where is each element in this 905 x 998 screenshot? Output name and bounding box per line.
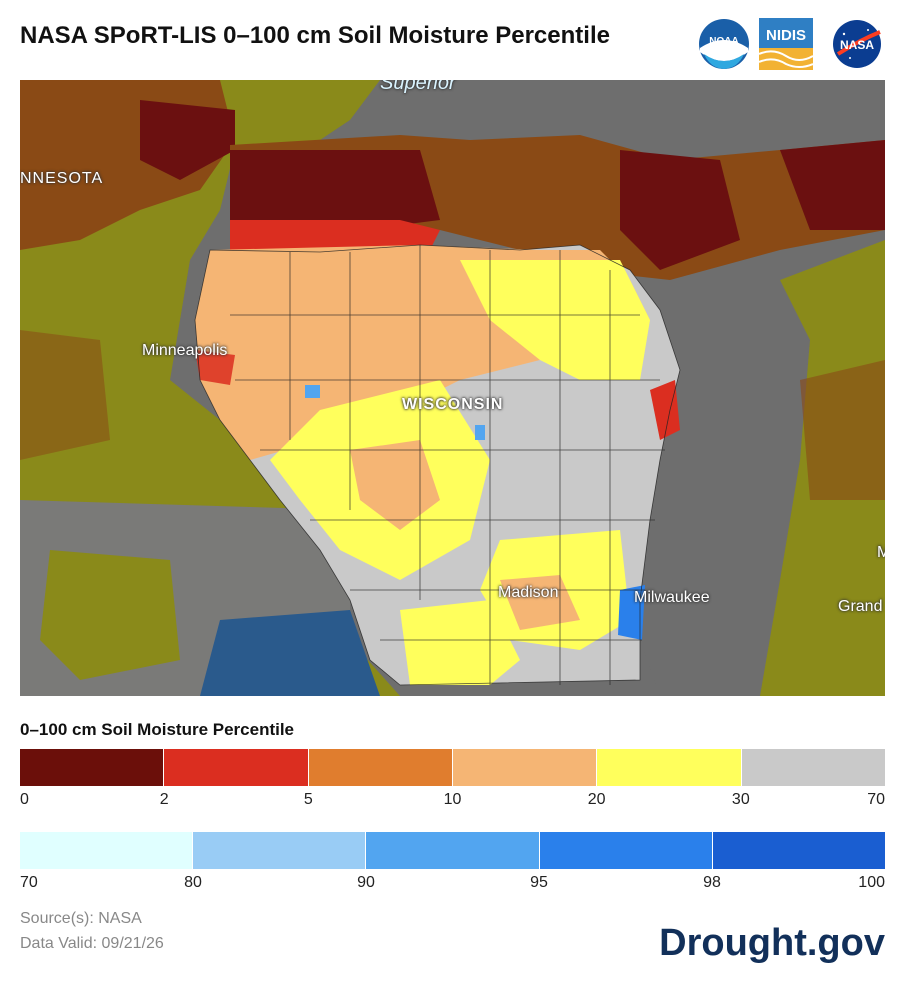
legend-dry-swatch bbox=[20, 749, 165, 786]
northwest-wi-very-dry bbox=[230, 150, 440, 240]
svg-text:NASA: NASA bbox=[840, 38, 874, 52]
noaa-logo: NOAA bbox=[699, 19, 749, 69]
wet-spot-2 bbox=[305, 385, 320, 398]
up-dry-patch bbox=[620, 150, 740, 270]
county-boundaries bbox=[194, 244, 681, 686]
southern-mn-olive bbox=[40, 550, 180, 680]
milwaukee-wet bbox=[618, 585, 645, 640]
svg-text:NIDIS: NIDIS bbox=[766, 27, 806, 44]
label-edge: M bbox=[877, 544, 885, 561]
label-wisconsin: WISCONSIN bbox=[402, 396, 504, 413]
legend-wet-tick: 98 bbox=[703, 874, 721, 891]
nasa-logo: NASA bbox=[833, 20, 881, 68]
svg-text:NOAA: NOAA bbox=[709, 36, 738, 47]
legend-wet-tick: 80 bbox=[184, 874, 202, 891]
minneapolis-dry bbox=[195, 350, 235, 385]
soil-moisture-map[interactable]: Superior NNESOTA Minneapolis WISCONSIN M… bbox=[20, 80, 885, 696]
legend-dry-tick: 70 bbox=[867, 791, 885, 808]
legend-dry-swatch bbox=[741, 749, 885, 786]
legend-wet-tick: 100 bbox=[858, 874, 885, 891]
legend-wet-tick: 70 bbox=[20, 874, 38, 891]
arrowhead-dry bbox=[140, 100, 235, 180]
legend-dry-bar bbox=[20, 749, 885, 786]
legend-dry-tick: 10 bbox=[443, 791, 462, 808]
map-canvas bbox=[20, 80, 885, 696]
legend-wet-swatch bbox=[712, 832, 886, 869]
legend-dry-swatch bbox=[452, 749, 598, 786]
legend-dry-swatch bbox=[308, 749, 453, 786]
legend-dry-ticks: 0 2 5 10 20 30 70 bbox=[20, 791, 885, 811]
label-grand: Grand bbox=[838, 598, 883, 615]
legend-wet-bar bbox=[20, 832, 886, 869]
legend-wet-swatch bbox=[539, 832, 713, 869]
legend-title: 0–100 cm Soil Moisture Percentile bbox=[20, 720, 295, 739]
legend-dry-tick: 0 bbox=[20, 791, 29, 808]
wi-north-yellow bbox=[460, 260, 650, 380]
wi-central-orange bbox=[350, 440, 440, 530]
source-text: Source(s): NASA bbox=[20, 910, 142, 927]
label-madison: Madison bbox=[498, 584, 559, 601]
nidis-logo: NIDIS bbox=[759, 18, 813, 70]
east-up-dry bbox=[780, 140, 885, 230]
lake-michigan bbox=[640, 280, 810, 696]
legend-wet-swatch bbox=[20, 832, 194, 869]
label-minnesota: NNESOTA bbox=[20, 170, 104, 187]
legend-wet-tick: 95 bbox=[530, 874, 548, 891]
legend-wet-ticks: 70 80 90 95 98 100 bbox=[20, 874, 885, 894]
western-mn-brown bbox=[20, 330, 110, 460]
legend-dry-swatch bbox=[164, 749, 309, 786]
legend-wet-swatch bbox=[193, 832, 367, 869]
legend-dry-tick: 20 bbox=[587, 791, 606, 808]
door-county-dry bbox=[650, 380, 680, 440]
wet-spot-1 bbox=[475, 425, 485, 440]
drought-gov-brand[interactable]: Drought.gov bbox=[659, 922, 885, 964]
label-minneapolis: Minneapolis bbox=[142, 342, 228, 359]
label-superior: Superior bbox=[380, 80, 456, 94]
legend-dry-tick: 30 bbox=[731, 791, 750, 808]
data-valid-text: Data Valid: 09/21/26 bbox=[20, 935, 164, 952]
label-milwaukee: Milwaukee bbox=[634, 589, 710, 606]
iowa-wet bbox=[200, 610, 380, 696]
legend-dry-tick: 2 bbox=[159, 791, 169, 808]
legend-dry-swatch bbox=[597, 749, 742, 786]
page-title: NASA SPoRT-LIS 0–100 cm Soil Moisture Pe… bbox=[20, 22, 610, 49]
partner-logos: NOAA NIDIS NASA bbox=[698, 18, 888, 72]
legend-dry-tick: 5 bbox=[303, 791, 313, 808]
legend-wet-swatch bbox=[366, 832, 540, 869]
legend-wet-tick: 90 bbox=[357, 874, 375, 891]
lower-mi-brown bbox=[800, 360, 885, 500]
